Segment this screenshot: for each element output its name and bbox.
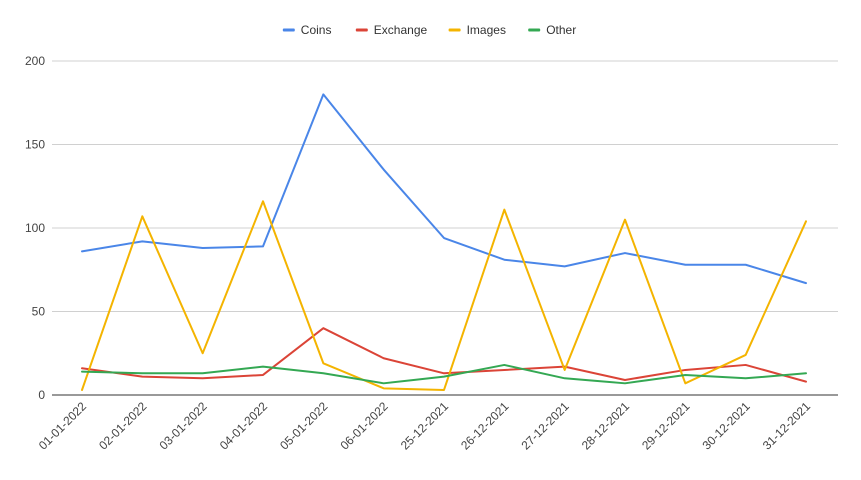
x-tick-label: 28-12-2021: [579, 399, 633, 453]
x-tick-label: 30-12-2021: [699, 399, 753, 453]
legend-label: Other: [546, 23, 576, 37]
legend-item-other[interactable]: Other: [528, 23, 576, 37]
y-tick-label: 0: [38, 388, 45, 402]
series-line-other: [81, 363, 807, 385]
y-tick-label: 100: [25, 221, 45, 235]
x-tick-label: 27-12-2021: [518, 399, 572, 453]
legend-item-exchange[interactable]: Exchange: [355, 23, 428, 37]
x-tick-label: 02-01-2022: [96, 399, 150, 453]
x-tick-label: 31-12-2021: [760, 399, 814, 453]
series-line-exchange: [81, 327, 807, 383]
x-tick-label: 04-01-2022: [217, 399, 271, 453]
series-line-coins: [81, 93, 807, 285]
series-lines: [81, 93, 807, 391]
legend-label: Exchange: [374, 23, 428, 37]
series-line-images: [81, 200, 807, 391]
legend-swatch: [528, 28, 541, 32]
legend-item-coins[interactable]: Coins: [282, 23, 332, 37]
legend-item-images[interactable]: Images: [448, 23, 506, 37]
x-axis-tick-labels: 01-01-2022 02-01-2022 03-01-2022 04-01-2022…: [36, 399, 814, 453]
legend-label: Coins: [301, 23, 332, 37]
y-tick-label: 150: [25, 138, 45, 152]
x-tick-label: 06-01-2022: [337, 399, 391, 453]
legend-swatch: [448, 28, 461, 32]
x-tick-label: 01-01-2022: [36, 399, 90, 453]
legend-swatch: [282, 28, 295, 32]
y-tick-label: 50: [32, 305, 46, 319]
y-tick-label: 200: [25, 54, 45, 68]
x-tick-label: 03-01-2022: [156, 399, 210, 453]
x-tick-label: 05-01-2022: [277, 399, 331, 453]
x-tick-label: 29-12-2021: [639, 399, 693, 453]
y-axis-tick-labels: 0 50 100 150 200: [25, 54, 45, 402]
x-tick-label: 26-12-2021: [458, 399, 512, 453]
legend-label: Images: [467, 23, 506, 37]
legend: Coins Exchange Images Other: [282, 23, 576, 37]
legend-swatch: [355, 28, 368, 32]
gridlines: [52, 60, 838, 396]
x-tick-label: 25-12-2021: [398, 399, 452, 453]
